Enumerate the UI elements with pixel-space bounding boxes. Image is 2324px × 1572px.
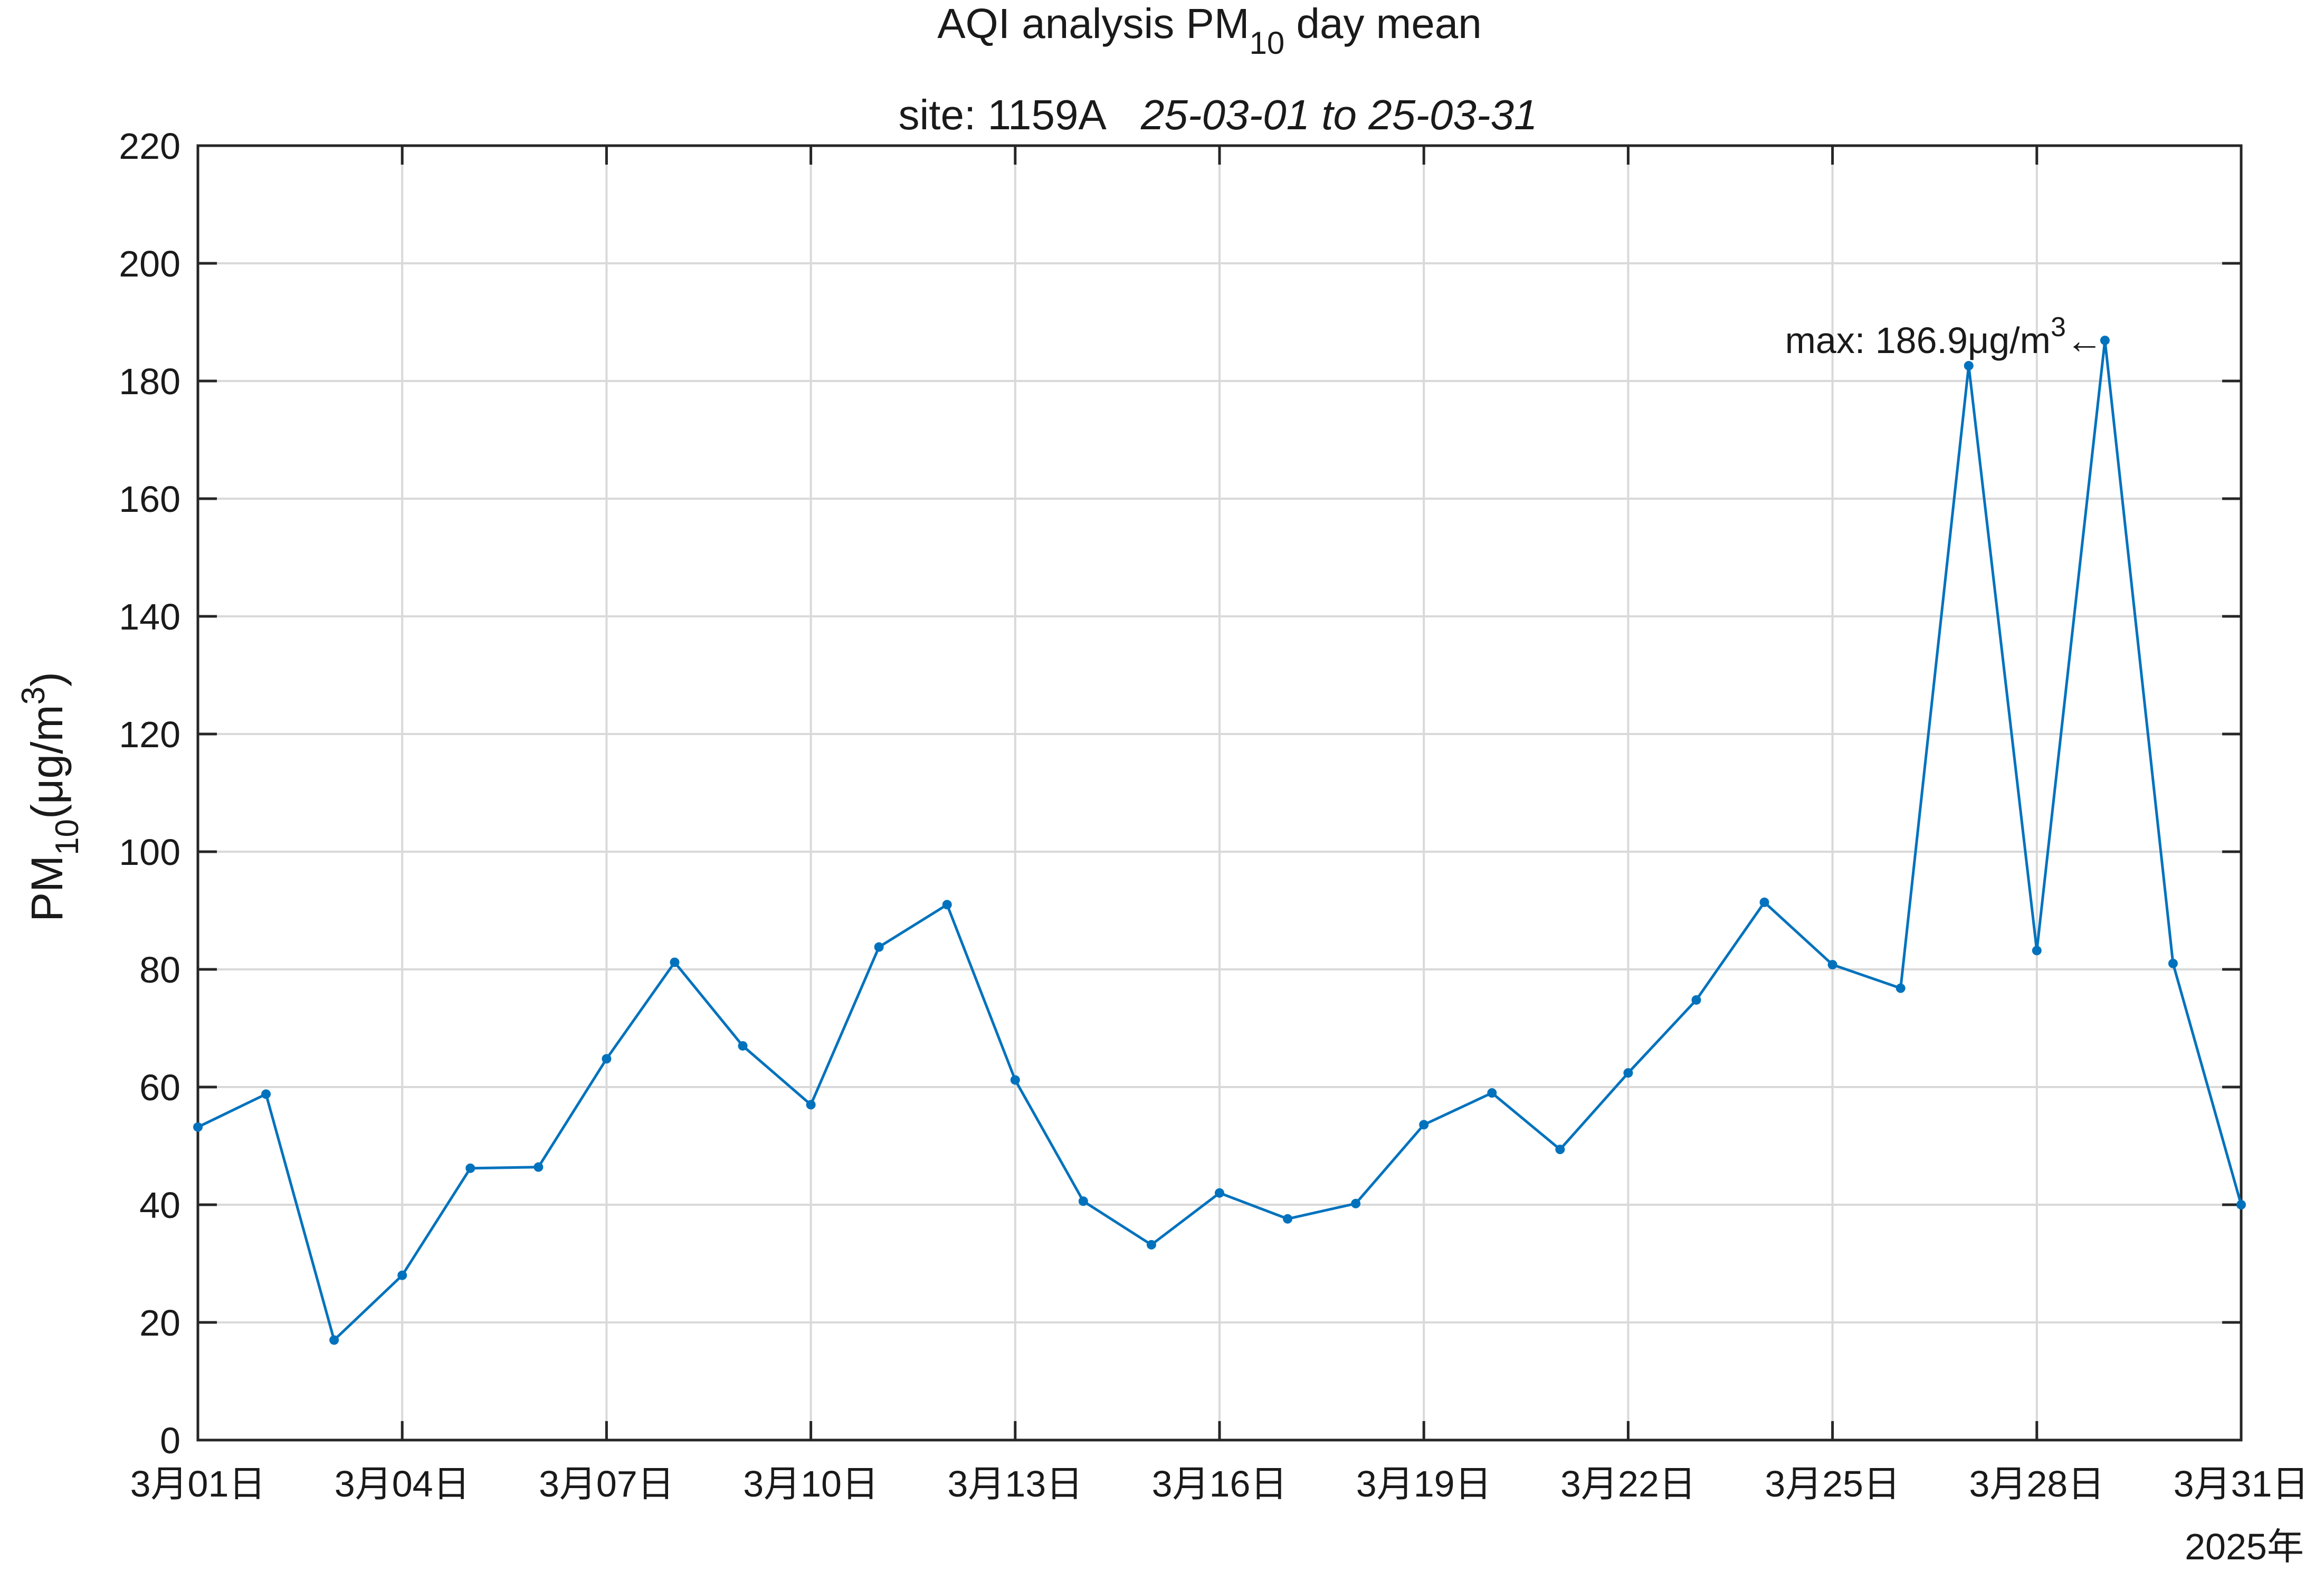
- y-tick-label: 0: [160, 1420, 180, 1461]
- data-point: [1351, 1198, 1361, 1208]
- y-tick-label: 40: [139, 1185, 180, 1226]
- data-point: [261, 1089, 271, 1099]
- y-tick-label: 80: [139, 949, 180, 990]
- series-layer: [193, 336, 2246, 1345]
- data-point: [1078, 1196, 1088, 1206]
- y-tick-label: 140: [119, 596, 180, 637]
- data-point: [1419, 1120, 1429, 1130]
- y-tick-label: 200: [119, 243, 180, 284]
- data-point: [534, 1162, 544, 1172]
- data-point: [1283, 1214, 1293, 1224]
- data-point: [738, 1041, 748, 1051]
- y-axis-label-unit: (μg/m: [22, 705, 72, 819]
- x-tick-label: 3月31日: [2174, 1463, 2309, 1504]
- year-label: 2025年: [2185, 1526, 2304, 1567]
- x-tick-labels: 3月01日 3月04日 3月07日 3月10日 3月13日 3月16日 3月19日 3月22日…: [130, 1463, 2309, 1504]
- data-point: [1215, 1188, 1224, 1198]
- plot-frame: [196, 144, 2243, 1442]
- data-point: [806, 1100, 816, 1110]
- data-point: [1146, 1240, 1156, 1250]
- x-tick-label: 3月01日: [130, 1463, 266, 1504]
- data-point: [193, 1122, 203, 1132]
- data-point: [874, 942, 884, 952]
- max-annotation-superscript: 3: [2051, 312, 2066, 342]
- data-point: [1759, 897, 1769, 907]
- data-point: [2100, 336, 2110, 346]
- y-axis-label-superscript: 3: [15, 687, 52, 704]
- chart-title-subscript: 10: [1249, 25, 1284, 61]
- y-tick-label: 20: [139, 1302, 180, 1344]
- data-point: [1010, 1075, 1020, 1085]
- data-point: [942, 900, 952, 910]
- y-tick-label: 120: [119, 714, 180, 755]
- x-tick-label: 3月19日: [1356, 1463, 1492, 1504]
- data-point: [329, 1335, 339, 1345]
- data-point: [465, 1163, 475, 1173]
- data-point: [670, 957, 680, 967]
- x-tick-label: 3月22日: [1560, 1463, 1696, 1504]
- data-point: [1623, 1068, 1633, 1078]
- data-point: [1555, 1145, 1565, 1155]
- x-tick-label: 3月04日: [335, 1463, 470, 1504]
- y-tick-labels: 0 20 40 60 80 100 120 140 160 180 200 220: [119, 126, 180, 1461]
- max-annotation-arrow: ←: [2066, 320, 2103, 361]
- y-tick-label: 220: [119, 126, 180, 167]
- x-tick-label: 3月13日: [947, 1463, 1083, 1504]
- x-tick-label: 3月25日: [1765, 1463, 1900, 1504]
- chart-subtitle: site: 1159A 25-03-01 to 25-03-31: [899, 91, 1538, 138]
- x-tick-label: 3月16日: [1152, 1463, 1288, 1504]
- y-tick-label: 160: [119, 479, 180, 520]
- y-axis-label-main: PM: [22, 855, 72, 922]
- data-point: [2168, 958, 2178, 968]
- max-annotation-text: max: 186.9μg/m: [1785, 320, 2051, 361]
- y-tick-label: 100: [119, 832, 180, 873]
- chart-title-tail: day mean: [1284, 0, 1482, 47]
- data-point: [1964, 361, 1974, 371]
- data-point: [1827, 960, 1837, 970]
- y-axis-label-subscript: 10: [49, 819, 85, 855]
- data-point: [2032, 946, 2042, 956]
- data-point: [1691, 995, 1701, 1005]
- data-point: [2236, 1200, 2246, 1209]
- max-annotation: max: 186.9μg/m3←: [1785, 312, 2103, 361]
- data-point: [1487, 1088, 1497, 1098]
- y-axis-label-close: ): [22, 672, 72, 687]
- subtitle-site: site: 1159A: [899, 91, 1107, 138]
- y-tick-label: 180: [119, 361, 180, 402]
- chart-title-main: AQI analysis PM: [937, 0, 1249, 47]
- y-axis-label: PM10(μg/m3): [15, 672, 85, 922]
- chart-title: AQI analysis PM10 day mean: [937, 0, 1482, 61]
- data-point: [1896, 983, 1906, 993]
- subtitle-date-range: 25-03-01 to 25-03-31: [1140, 91, 1538, 138]
- y-tick-label: 60: [139, 1067, 180, 1108]
- x-tick-label: 3月28日: [1969, 1463, 2104, 1504]
- data-point: [602, 1054, 612, 1064]
- data-point: [397, 1270, 407, 1280]
- x-tick-label: 3月07日: [539, 1463, 674, 1504]
- x-tick-label: 3月10日: [743, 1463, 879, 1504]
